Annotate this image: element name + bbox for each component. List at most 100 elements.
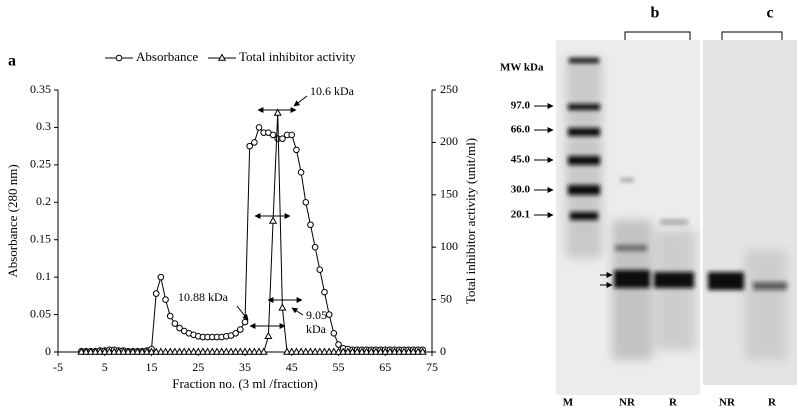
data-point	[367, 347, 376, 355]
annotation: 9.05	[306, 308, 327, 322]
elution-chart: -5 5 15 25 35 45 55 65 7500.050.10.150.20.250.30…	[5, 49, 478, 391]
lane-label: M	[563, 397, 574, 409]
y2-axis-title: Total inhibitor activity (unit/ml)	[463, 138, 478, 304]
annotation: 10.6 kDa	[310, 84, 355, 98]
data-point	[330, 329, 338, 337]
x-tick-label: 45	[286, 360, 298, 374]
data-point	[376, 347, 385, 355]
data-point	[348, 347, 357, 355]
data-point	[162, 296, 169, 303]
data-point	[251, 139, 258, 146]
panel-label: b	[651, 5, 660, 22]
data-point	[236, 347, 245, 355]
x-tick-label: -5	[53, 360, 63, 374]
data-point	[307, 221, 314, 229]
data-point	[418, 347, 427, 355]
data-point	[279, 135, 286, 142]
data-point	[311, 243, 319, 251]
data-point	[226, 347, 236, 355]
x-tick-label: 25	[192, 360, 204, 374]
data-point	[385, 347, 394, 355]
data-point	[198, 347, 207, 355]
y-tick-label: 0.15	[30, 231, 51, 245]
data-point	[306, 347, 315, 355]
annotation: 10.88 kDa	[178, 290, 229, 304]
data-point	[166, 312, 174, 320]
data-point	[404, 347, 413, 355]
data-point	[152, 347, 161, 355]
mw-label: 45.0	[511, 154, 531, 166]
data-point	[157, 273, 165, 281]
data-point	[316, 266, 324, 273]
x-axis-title: Fraction no. (3 ml /fraction)	[172, 376, 318, 391]
y-tick-label: 0.3	[36, 119, 51, 133]
data-point	[399, 347, 409, 355]
y2-tick-label: 0	[440, 344, 446, 358]
data-point	[175, 347, 184, 355]
data-point	[255, 124, 263, 131]
data-point	[138, 347, 147, 355]
data-point	[246, 142, 253, 150]
data-point	[86, 347, 95, 355]
data-point	[114, 347, 123, 355]
data-point	[171, 320, 179, 327]
pointer	[236, 305, 249, 321]
bracket	[624, 31, 783, 40]
x-tick-label: 35	[239, 360, 251, 374]
data-point	[395, 347, 404, 355]
data-point	[147, 347, 156, 355]
data-point	[217, 347, 226, 355]
data-point	[110, 347, 119, 355]
data-point	[100, 347, 109, 355]
data-point	[301, 347, 310, 355]
y2-tick-label: 100	[440, 239, 458, 253]
data-point	[413, 347, 423, 355]
data-point	[293, 146, 300, 154]
y2-tick-label: 200	[440, 134, 458, 148]
data-point	[81, 347, 91, 355]
legend-label: Total inhibitor activity	[239, 49, 356, 64]
data-point	[254, 347, 264, 355]
data-point	[297, 169, 305, 176]
data-point	[115, 54, 123, 62]
x-tick-label: 5	[102, 360, 108, 374]
data-point	[142, 347, 151, 355]
data-point	[152, 290, 160, 297]
data-point	[180, 347, 189, 355]
data-point	[156, 347, 165, 355]
data-point	[362, 347, 371, 355]
pointer	[291, 307, 304, 316]
data-point	[208, 347, 217, 355]
pointer	[293, 95, 308, 107]
data-point	[176, 324, 183, 332]
y2-tick-label: 250	[440, 82, 458, 96]
x-tick-label: 15	[146, 360, 158, 374]
mw-label: 30.0	[511, 184, 531, 196]
data-point	[371, 347, 380, 355]
panel-label: c	[766, 5, 773, 22]
gel-images: b c MW kDa 97.0 66.0 45.0 30.0 20.1 M NR R NR R	[500, 5, 797, 409]
data-point	[343, 347, 352, 355]
data-point	[245, 347, 254, 355]
lane-label: NR	[719, 397, 736, 409]
data-point	[339, 347, 348, 355]
y-tick-label: 0.35	[30, 82, 51, 96]
data-point	[259, 347, 268, 355]
panel-label: a	[8, 53, 16, 70]
data-point	[96, 347, 105, 355]
lane-label: R	[768, 397, 777, 409]
data-point	[278, 303, 287, 311]
data-point	[409, 347, 418, 355]
data-point	[325, 311, 333, 318]
lane-label: R	[669, 397, 678, 409]
y2-tick-label: 50	[440, 291, 452, 305]
x-tick-label: 75	[426, 360, 438, 374]
data-point	[302, 198, 310, 206]
smear	[654, 230, 696, 350]
y-tick-label: 0.1	[36, 269, 51, 283]
data-point	[105, 347, 114, 355]
data-point	[222, 347, 231, 355]
data-point	[329, 347, 338, 355]
data-point	[237, 326, 244, 333]
